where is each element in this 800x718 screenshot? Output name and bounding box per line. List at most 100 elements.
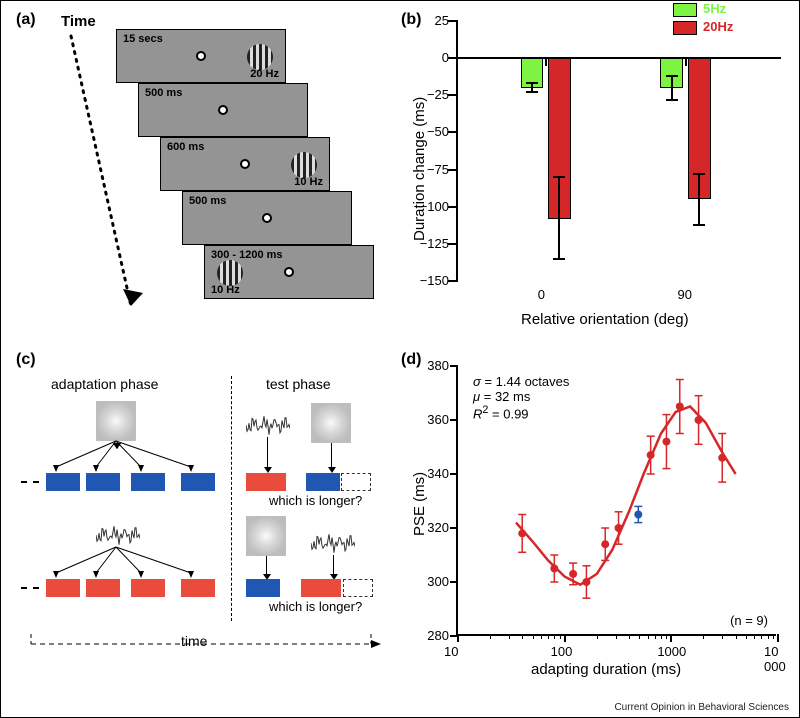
x-tick-label: 90: [678, 287, 692, 302]
legend-label: 20Hz: [703, 19, 733, 34]
interval-block: [181, 473, 215, 491]
fixation-point: [218, 105, 228, 115]
question-text: which is longer?: [269, 599, 362, 614]
error-cap: [666, 99, 678, 101]
panel-b: (b) 250−25−50−75−100−125−1500905Hz20Hz D…: [401, 11, 791, 341]
continuation-dash: [21, 587, 39, 589]
y-tick: [448, 206, 458, 208]
adapt-phase-label: adaptation phase: [51, 376, 158, 392]
y-tick-label: 0: [409, 50, 449, 65]
panel-a-label: (a): [16, 11, 36, 29]
y-tick: [448, 243, 458, 245]
y-tick-label: 360: [409, 412, 449, 427]
duration-label: 500 ms: [145, 87, 182, 99]
error-cap: [553, 176, 565, 178]
fixation-point: [196, 51, 206, 61]
arrow-line: [331, 443, 332, 467]
y-tick: [450, 419, 458, 421]
tuning-chart: 28030032034036038010100100010 000σ = 1.4…: [456, 366, 776, 636]
interval-block: [181, 579, 215, 597]
x-tick: [685, 58, 687, 66]
y-axis-label-d: PSE (ms): [411, 472, 428, 536]
y-tick: [450, 365, 458, 367]
interval-block: [301, 579, 341, 597]
y-tick: [450, 581, 458, 583]
interval-block: [86, 579, 120, 597]
frequency-label: 20 Hz: [250, 68, 279, 80]
x-axis-label-d: adapting duration (ms): [531, 661, 681, 678]
y-tick: [448, 57, 458, 59]
error-bar: [671, 76, 673, 100]
interval-block: [86, 473, 120, 491]
error-cap: [553, 258, 565, 260]
interval-block: [306, 473, 340, 491]
grating-stimulus: [247, 44, 273, 70]
duration-label: 300 - 1200 ms: [211, 249, 283, 261]
error-bar: [698, 174, 700, 225]
interval-block: [246, 473, 286, 491]
legend-swatch: [673, 3, 697, 17]
stimulus-screen: 500 ms: [138, 83, 308, 137]
y-tick: [448, 131, 458, 133]
duration-label: 600 ms: [167, 141, 204, 153]
fit-annotations: σ = 1.44 octavesμ = 32 msR2 = 0.99: [473, 374, 569, 421]
x-tick-label: 0: [538, 287, 545, 302]
panel-c: (c) adaptation phasetest phasewhich is l…: [11, 351, 391, 701]
x-tick-label: 100: [551, 644, 573, 659]
fixation-point: [262, 213, 272, 223]
x-axis-label: Relative orientation (deg): [521, 311, 689, 328]
y-tick: [448, 169, 458, 171]
grating-stimulus: [217, 260, 243, 286]
duration-label: 15 secs: [123, 33, 163, 45]
panel-a: (a) Time 15 secs20 Hz500 ms600 ms10 Hz50…: [11, 11, 391, 341]
figure-credit: Current Opinion in Behavioral Sciences: [614, 702, 789, 713]
phase-divider: [231, 376, 232, 621]
y-tick-label: 380: [409, 358, 449, 373]
interval-block: [131, 579, 165, 597]
noise-stimulus: [246, 413, 290, 437]
gaussian-stimulus: [96, 401, 136, 441]
y-tick: [450, 473, 458, 475]
interval-block: [246, 579, 280, 597]
stimulus-screen: 300 - 1200 ms 10 Hz: [204, 245, 374, 299]
y-tick-label: 300: [409, 574, 449, 589]
duration-label: 500 ms: [189, 195, 226, 207]
interval-block: [46, 579, 80, 597]
gaussian-stimulus: [246, 516, 286, 556]
x-tick-label: 1000: [657, 644, 686, 659]
interval-block: [343, 579, 373, 597]
error-cap: [693, 224, 705, 226]
x-axis-line: [458, 57, 781, 59]
sample-size-label: (n = 9): [730, 613, 768, 628]
y-tick: [448, 94, 458, 96]
panel-d: (d) 28030032034036038010100100010 000σ =…: [401, 351, 791, 701]
error-cap: [526, 82, 538, 84]
y-tick: [450, 527, 458, 529]
panel-c-label: (c): [16, 351, 36, 369]
legend-label: 5Hz: [703, 1, 726, 16]
frequency-label: 10 Hz: [211, 284, 240, 296]
bar-chart: 250−25−50−75−100−125−1500905Hz20Hz: [456, 21, 781, 281]
x-tick: [545, 58, 547, 66]
error-bar: [558, 177, 560, 259]
arrow-line: [267, 437, 268, 467]
y-tick: [448, 20, 458, 22]
question-text: which is longer?: [269, 493, 362, 508]
stimulus-screen: 500 ms: [182, 191, 352, 245]
fixation-point: [284, 267, 294, 277]
y-tick: [448, 280, 458, 282]
grating-stimulus: [291, 152, 317, 178]
error-cap: [526, 91, 538, 93]
stimulus-screen: 600 ms 10 Hz: [160, 137, 330, 191]
noise-stimulus: [311, 531, 355, 555]
arrow-line: [333, 555, 334, 574]
y-tick-label: −150: [409, 273, 449, 288]
stimulus-screen: 15 secs 20 Hz: [116, 29, 286, 83]
noise-stimulus: [96, 523, 140, 547]
interval-block: [131, 473, 165, 491]
fixation-point: [240, 159, 250, 169]
frequency-label: 10 Hz: [294, 176, 323, 188]
y-axis-label: Duration change (ms): [411, 97, 428, 241]
figure-container: (a) Time 15 secs20 Hz500 ms600 ms10 Hz50…: [0, 0, 800, 718]
interval-block: [341, 473, 371, 491]
